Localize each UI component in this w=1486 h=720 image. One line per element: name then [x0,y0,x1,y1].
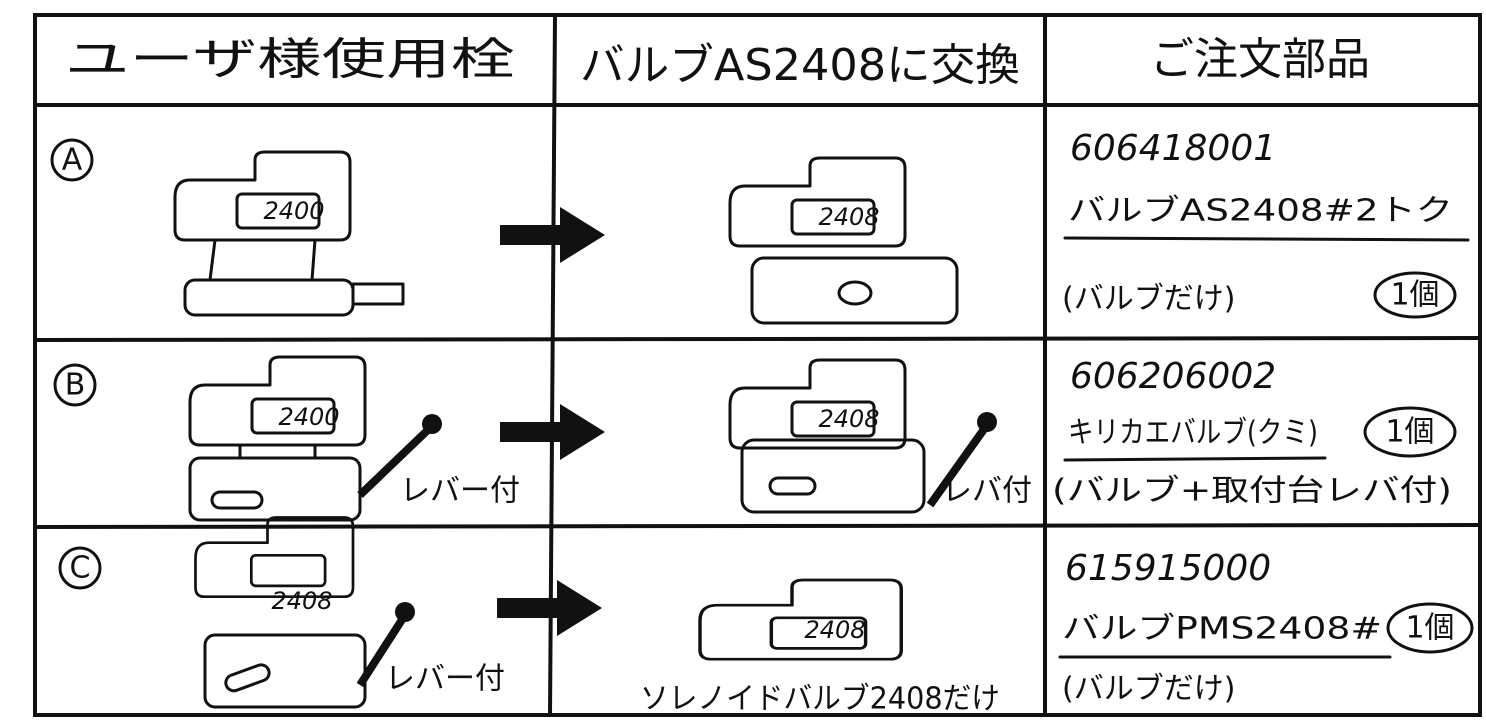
valve-drawing [194,516,415,709]
row-badge [53,363,97,407]
part-number: 606206002 [1070,356,1276,397]
valve-label: 2400 [263,197,324,225]
part-name: キリカエバルブ(クミ) [1068,416,1318,451]
part-number: 606418001 [1070,128,1276,169]
valve-label: 2408 [818,405,879,433]
header-cell: バルブAS2408に交換 [580,40,1020,91]
quantity: 1個 [1390,278,1439,313]
quantity: 1個 [1405,611,1454,646]
valve-drawing [728,156,959,325]
part-name: バルブPMS2408# [1062,612,1382,647]
header-cell: ご注文部品 [1150,34,1370,85]
row-label: C [70,551,91,586]
valve-drawing [173,150,405,317]
valve-label: 2408 [818,203,879,231]
lever-note: レバ付 [942,474,1032,509]
lever-note: レバー付 [400,474,520,509]
valve-caption: ソレノイドバルブ2408だけ [640,682,1000,717]
valve-label: 2408 [804,616,865,644]
quantity: 1個 [1385,415,1434,450]
row-badge [50,138,94,182]
lever-note: レバー付 [385,662,505,697]
part-note: (バルブだけ) [1062,282,1235,317]
header-cell: ユーザ様使用栓 [65,34,515,85]
part-number: 615915000 [1065,548,1271,589]
valve-drawing [698,578,903,661]
row-label: A [62,143,83,178]
valve-drawing [728,358,997,514]
part-note: (バルブ+取付台レバ付) [1052,474,1452,509]
valve-label: 2400 [278,403,339,431]
row-badge [58,546,102,590]
part-note: (バルブだけ) [1062,672,1235,707]
valve-drawing [188,355,442,522]
part-name: バルブAS2408#2トク [1068,194,1453,229]
valve-label: 2408 [271,587,332,615]
row-label: B [65,368,86,403]
